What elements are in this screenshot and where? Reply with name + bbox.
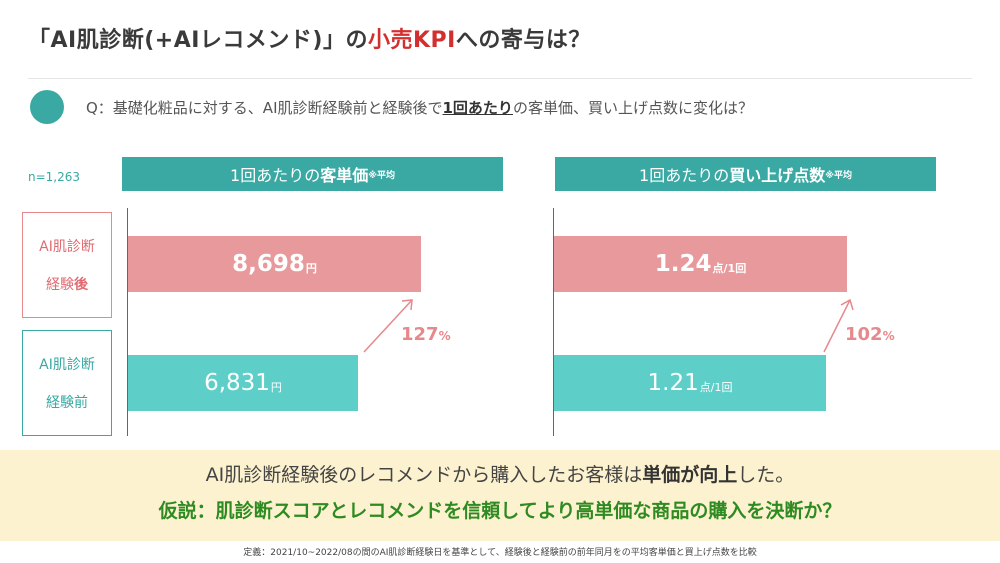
bar-unit-price-after: 8,698 円 — [128, 236, 421, 292]
chart-title-bold: 買い上げ点数 — [729, 166, 826, 185]
question-emphasis: 1回あたり — [442, 99, 513, 117]
conclusion-banner: AI肌診断経験後のレコメンドから購入したお客様は単価が向上した。 仮説：肌診断ス… — [0, 450, 1000, 541]
bar-value-label: 8,698 — [232, 251, 305, 277]
chart2-axis — [553, 208, 554, 436]
chart1-increase-arrow-icon — [363, 299, 413, 353]
chart-title-unit-price: 1回あたりの 客単価 ※平均 — [122, 157, 503, 191]
row-label-before: AI肌診断 経験前 — [22, 330, 112, 436]
question-text: Q：基礎化粧品に対する、AI肌診断経験前と経験後で1回あたりの客単価、買い上げ点… — [86, 97, 753, 118]
row-label-after: AI肌診断 経験後 — [22, 212, 112, 318]
chart-title-note: ※平均 — [368, 170, 395, 181]
title-part2: への寄与は？ — [455, 28, 591, 53]
bar-unit-label: 円 — [305, 262, 317, 275]
bar-item-count-before: 1.21 点/1回 — [554, 355, 826, 411]
chart1-axis — [127, 208, 128, 436]
chart2-change-label: 102% — [845, 324, 895, 345]
chart-title-prefix: 1回あたりの — [639, 166, 730, 185]
bar-unit-label: 点/1回 — [712, 262, 747, 275]
row-label-after-line1: AI肌診断 — [39, 239, 95, 255]
question-bullet-icon — [30, 90, 64, 124]
hypothesis-text: 仮説：肌診断スコアとレコメンドを信頼してより高単価な商品の購入を決断か？ — [158, 500, 842, 522]
chart-title-prefix: 1回あたりの — [230, 166, 321, 185]
conclusion-text: AI肌診断経験後のレコメンドから購入したお客様は単価が向上した。 — [205, 464, 795, 486]
bar-unit-label: 点/1回 — [699, 381, 733, 394]
title-divider — [28, 78, 972, 79]
row-label-before-line1: AI肌診断 — [39, 357, 95, 373]
bar-value-label: 1.21 — [647, 370, 699, 396]
chart-title-item-count: 1回あたりの 買い上げ点数 ※平均 — [555, 157, 936, 191]
bar-unit-price-before: 6,831 円 — [128, 355, 358, 411]
bar-item-count-after: 1.24 点/1回 — [554, 236, 847, 292]
sample-size: n=1,263 — [28, 170, 81, 184]
row-label-before-line2: 経験前 — [46, 395, 88, 411]
chart2-increase-arrow-icon — [823, 298, 854, 353]
row-label-after-line2: 経験後 — [46, 277, 88, 293]
question-part2: の客単価、買い上げ点数に変化は？ — [512, 99, 753, 117]
page-title: 「AI肌診断(+AIレコメンド)」の小売KPIへの寄与は？ — [28, 22, 591, 54]
title-accent: 小売KPI — [367, 28, 456, 53]
bar-unit-label: 円 — [270, 381, 282, 394]
bar-value-label: 1.24 — [654, 251, 712, 277]
chart1-change-label: 127% — [401, 324, 451, 345]
chart-title-bold: 客単価 — [320, 166, 369, 185]
title-part1: 「AI肌診断(+AIレコメンド)」の — [28, 28, 368, 53]
chart-title-note: ※平均 — [825, 170, 852, 181]
question-part1: Q：基礎化粧品に対する、AI肌診断経験前と経験後で — [86, 99, 443, 117]
definition-footnote: 定義：2021/10~2022/08の間のAI肌診断経験日を基準として、経験後と… — [243, 548, 757, 558]
bar-value-label: 6,831 — [204, 370, 270, 396]
